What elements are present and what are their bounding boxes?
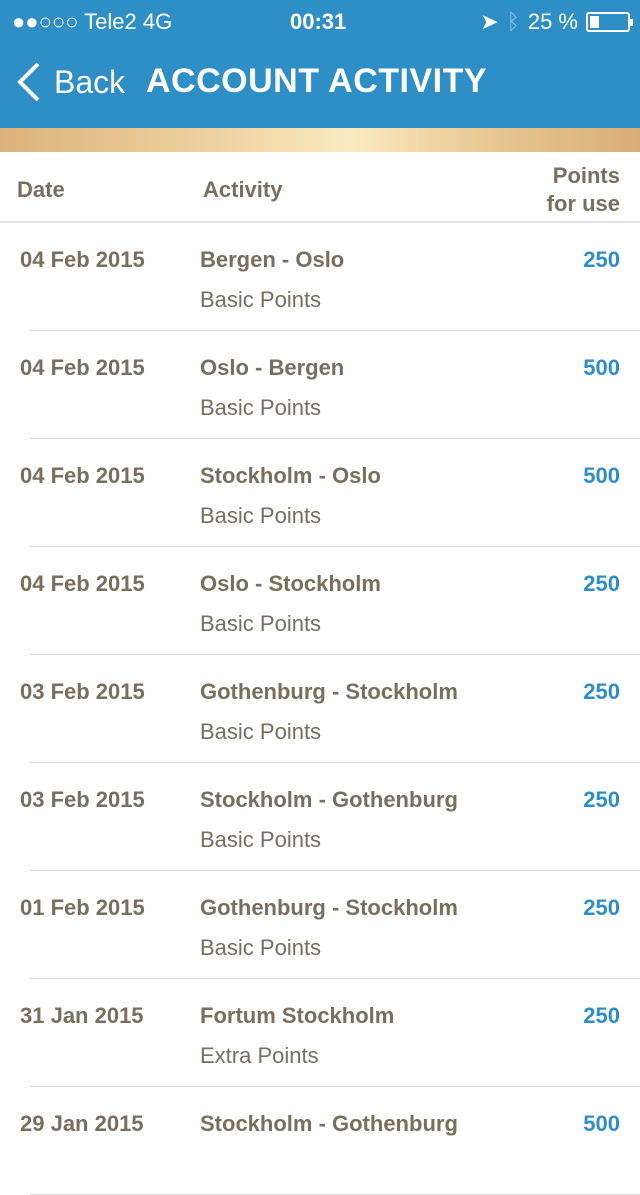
- row-divider: [30, 1086, 640, 1087]
- row-date: 04 Feb 2015: [20, 355, 145, 380]
- battery-percent: 25 %: [527, 9, 578, 34]
- row-divider: [30, 654, 640, 655]
- row-points-type: Basic Points: [200, 503, 322, 528]
- table-row[interactable]: 01 Feb 2015 Gothenburg - Stockholm Basic…: [0, 871, 640, 979]
- row-points: 250: [583, 571, 620, 596]
- row-points-type: Basic Points: [200, 611, 322, 636]
- row-divider: [30, 438, 640, 439]
- status-right: ➤ ᛒ 25 %: [480, 8, 633, 36]
- row-activity: Stockholm - Gothenburg: [200, 1111, 458, 1136]
- row-points: 500: [583, 1111, 620, 1136]
- row-date: 01 Feb 2015: [20, 895, 145, 920]
- battery-icon: [586, 12, 633, 32]
- row-date: 04 Feb 2015: [20, 463, 145, 488]
- location-icon: ➤: [480, 9, 499, 34]
- row-points-type: Basic Points: [200, 287, 322, 312]
- row-activity: Stockholm - Gothenburg: [200, 787, 458, 812]
- row-points-type: Basic Points: [200, 395, 322, 420]
- row-date: 03 Feb 2015: [20, 679, 145, 704]
- row-points: 250: [583, 679, 620, 704]
- row-points: 500: [583, 463, 620, 488]
- row-activity: Oslo - Stockholm: [200, 571, 381, 596]
- row-activity: Bergen - Oslo: [200, 247, 345, 272]
- row-activity: Fortum Stockholm: [200, 1003, 395, 1028]
- back-label: Back: [54, 63, 126, 100]
- row-points: 250: [583, 895, 620, 920]
- row-date: 03 Feb 2015: [20, 787, 145, 812]
- row-activity: Stockholm - Oslo: [200, 463, 381, 488]
- row-points: 500: [583, 355, 620, 380]
- page-title: ACCOUNT ACTIVITY: [146, 62, 488, 100]
- table-row[interactable]: 04 Feb 2015 Stockholm - Oslo Basic Point…: [0, 439, 640, 547]
- table-row[interactable]: 03 Feb 2015 Gothenburg - Stockholm Basic…: [0, 655, 640, 763]
- row-divider: [30, 546, 640, 547]
- row-date: 31 Jan 2015: [20, 1003, 144, 1028]
- row-date: 29 Jan 2015: [20, 1111, 144, 1136]
- table-row[interactable]: 29 Jan 2015 Stockholm - Gothenburg 500: [0, 1087, 640, 1195]
- gold-band: [0, 128, 640, 152]
- row-activity: Gothenburg - Stockholm: [200, 895, 458, 920]
- points-header-line1: Points: [552, 163, 620, 188]
- row-activity: Oslo - Bergen: [200, 355, 345, 380]
- column-header-activity: Activity: [203, 177, 283, 202]
- table-header: Date Activity Points for use: [0, 152, 640, 223]
- row-points: 250: [583, 247, 620, 272]
- row-activity: Gothenburg - Stockholm: [200, 679, 458, 704]
- carrier-signal: ●●○○○ Tele2 4G: [12, 9, 173, 34]
- table-row[interactable]: 04 Feb 2015 Oslo - Bergen Basic Points 5…: [0, 331, 640, 439]
- row-divider: [30, 870, 640, 871]
- column-header-date: Date: [17, 177, 65, 202]
- status-time: 00:31: [290, 9, 347, 34]
- table-row[interactable]: 31 Jan 2015 Fortum Stockholm Extra Point…: [0, 979, 640, 1087]
- row-points: 250: [583, 787, 620, 812]
- row-points-type: Basic Points: [200, 827, 322, 852]
- row-points-type: Basic Points: [200, 719, 322, 744]
- row-points-type: Extra Points: [200, 1043, 319, 1068]
- table-row[interactable]: 04 Feb 2015 Oslo - Stockholm Basic Point…: [0, 547, 640, 655]
- row-divider: [30, 978, 640, 979]
- bluetooth-icon: ᛒ: [506, 9, 520, 34]
- table-row[interactable]: 04 Feb 2015 Bergen - Oslo Basic Points 2…: [0, 223, 640, 331]
- header-bar: ●●○○○ Tele2 4G 00:31 ➤ ᛒ 25 % Back ACCOU…: [0, 0, 640, 128]
- back-button[interactable]: Back: [14, 60, 125, 104]
- table-row[interactable]: 03 Feb 2015 Stockholm - Gothenburg Basic…: [0, 763, 640, 871]
- row-date: 04 Feb 2015: [20, 247, 145, 272]
- row-points-type: Basic Points: [200, 935, 322, 960]
- column-header-points: Points for use: [547, 163, 620, 217]
- points-header-line2: for use: [546, 191, 620, 216]
- row-points: 250: [583, 1003, 620, 1028]
- row-date: 04 Feb 2015: [20, 571, 145, 596]
- chevron-left-icon: [17, 62, 40, 102]
- row-divider: [30, 330, 640, 331]
- row-divider: [30, 762, 640, 763]
